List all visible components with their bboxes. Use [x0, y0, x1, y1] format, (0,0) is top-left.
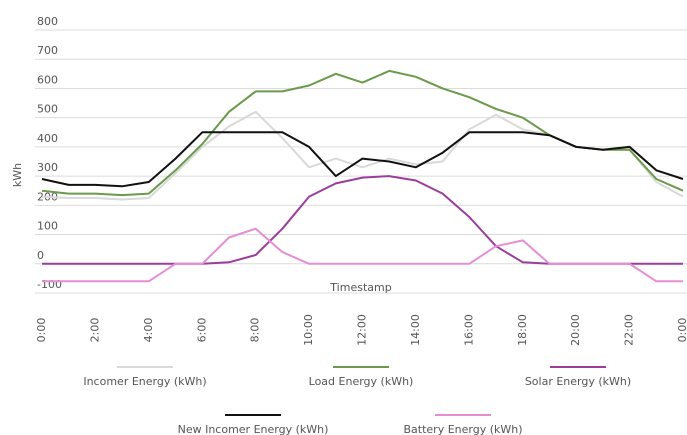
y-tick-label: 500	[37, 103, 58, 116]
legend-label: Battery Energy (kWh)	[403, 423, 522, 435]
legend-label: Solar Energy (kWh)	[525, 375, 631, 388]
y-tick-label: 600	[37, 73, 58, 86]
x-tick-label: 14:00	[409, 314, 422, 346]
x-axis-label: Timestamp	[329, 281, 391, 294]
series-line	[42, 227, 683, 283]
x-tick-label: 2:00	[88, 318, 101, 343]
x-tick-label: 22:00	[623, 314, 636, 346]
y-tick-label: 700	[37, 44, 58, 57]
y-tick-label: 300	[37, 161, 58, 174]
x-tick-label: 8:00	[249, 318, 262, 343]
y-axis-label: kWh	[11, 163, 24, 187]
y-tick-label: -100	[37, 278, 62, 291]
y-tick-label: 400	[37, 132, 58, 145]
legend-label: New Incomer Energy (kWh)	[178, 423, 329, 435]
x-tick-label: 16:00	[462, 314, 475, 346]
y-tick-label: 0	[37, 249, 44, 262]
legend-label: Incomer Energy (kWh)	[83, 375, 206, 388]
x-tick-label: 0:00	[35, 318, 48, 343]
x-tick-label: 18:00	[516, 314, 529, 346]
series-line	[41, 110, 684, 201]
y-tick-label: 100	[37, 220, 58, 233]
x-tick-label: 20:00	[569, 314, 582, 346]
x-tick-label: 6:00	[195, 318, 208, 343]
x-tick-label: 4:00	[142, 318, 155, 343]
y-tick-label: 800	[37, 15, 58, 28]
series-line	[41, 131, 684, 188]
x-tick-label: 0:00	[676, 318, 687, 343]
series-line	[42, 175, 683, 265]
x-tick-label: 12:00	[356, 314, 369, 346]
x-tick-label: 10:00	[302, 314, 315, 346]
legend-label: Load Energy (kWh)	[309, 375, 414, 388]
